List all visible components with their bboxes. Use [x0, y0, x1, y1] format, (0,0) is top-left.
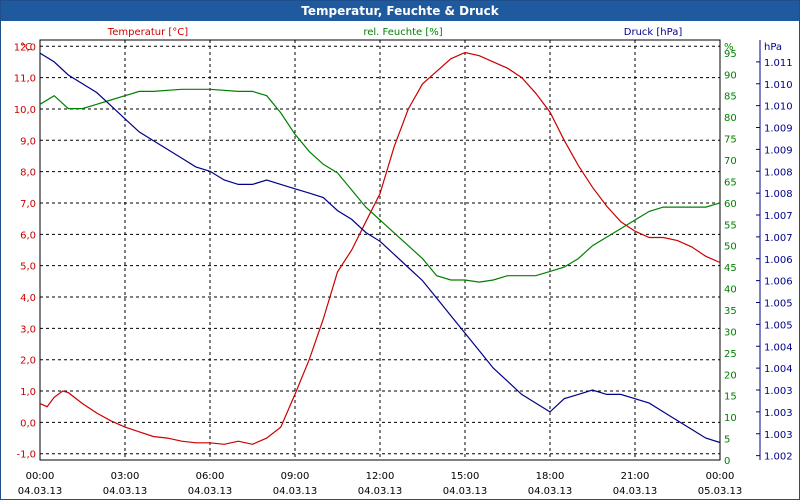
pressure-tick: 1.006 [764, 277, 793, 288]
humidity-legend: rel. Feuchte [%] [363, 27, 442, 38]
temperature-tick: 12,0 [14, 42, 36, 53]
pressure-unit-label: hPa [764, 42, 782, 53]
x-tick-date: 04.03.13 [443, 486, 488, 497]
temperature-tick: 8,0 [20, 168, 36, 179]
temperature-unit-label: °C [20, 42, 32, 53]
x-tick-time: 18:00 [536, 471, 565, 482]
pressure-tick: 1.006 [764, 255, 793, 266]
x-tick-time: 21:00 [621, 471, 650, 482]
pressure-tick: 1.007 [764, 211, 793, 222]
x-tick-date: 04.03.13 [528, 486, 573, 497]
temperature-tick: 3,0 [20, 324, 36, 335]
temperature-legend: Temperatur [°C] [107, 27, 188, 38]
humidity-tick: 20 [724, 370, 737, 381]
pressure-tick: 1.009 [764, 145, 793, 156]
temperature-tick: -1,0 [16, 450, 36, 461]
x-tick-time: 03:00 [111, 471, 140, 482]
humidity-series-line [39, 88, 721, 283]
pressure-legend: Druck [hPa] [624, 27, 683, 38]
x-tick-date: 04.03.13 [18, 486, 63, 497]
pressure-tick: 1.004 [764, 342, 793, 353]
temperature-tick: 1,0 [20, 387, 36, 398]
temperature-series-line [39, 51, 721, 445]
temperature-tick: 6,0 [20, 230, 36, 241]
x-tick-time: 06:00 [196, 471, 225, 482]
pressure-tick: 1.003 [764, 408, 793, 419]
humidity-unit-label: % [724, 42, 734, 53]
temperature-tick: 10,0 [14, 105, 36, 116]
humidity-tick: 75 [724, 135, 737, 146]
humidity-tick: 60 [724, 199, 737, 210]
x-tick-date: 04.03.13 [273, 486, 318, 497]
series-lines [39, 51, 721, 445]
humidity-tick: 35 [724, 306, 737, 317]
temperature-tick: 11,0 [14, 74, 36, 85]
x-tick-date: 04.03.13 [358, 486, 403, 497]
humidity-tick: 70 [724, 156, 737, 167]
pressure-tick: 1.003 [764, 430, 793, 441]
humidity-tick: 50 [724, 242, 737, 253]
humidity-tick: 85 [724, 92, 737, 103]
humidity-tick: 15 [724, 392, 737, 403]
pressure-tick: 1.008 [764, 167, 793, 178]
pressure-tick: 1.007 [764, 233, 793, 244]
humidity-tick: 55 [724, 220, 737, 231]
x-tick-time: 12:00 [366, 471, 395, 482]
humidity-tick: 5 [724, 435, 730, 446]
humidity-tick: 10 [724, 413, 737, 424]
pressure-tick: 1.009 [764, 124, 793, 135]
pressure-tick: 1.005 [764, 299, 793, 310]
humidity-tick: 30 [724, 327, 737, 338]
temperature-tick: 4,0 [20, 293, 36, 304]
window-title: Temperatur, Feuchte & Druck [1, 1, 799, 21]
x-tick-time: 15:00 [451, 471, 480, 482]
pressure-tick: 1.008 [764, 189, 793, 200]
x-tick-time: 00:00 [26, 471, 55, 482]
pressure-tick: 1.005 [764, 320, 793, 331]
humidity-tick: 0 [724, 456, 730, 467]
tick-labels: 00:00 04.03.13 03:00 04.03.13 06:00 04.03.13 0… [14, 42, 793, 497]
x-tick-date: 04.03.13 [188, 486, 233, 497]
pressure-tick: 1.002 [764, 452, 793, 463]
pressure-series-line [39, 52, 721, 444]
pressure-tick: 1.010 [764, 80, 793, 91]
temperature-tick: 9,0 [20, 136, 36, 147]
humidity-tick: 45 [724, 263, 737, 274]
pressure-tick: 1.011 [764, 58, 793, 69]
x-tick-date: 05.03.13 [698, 486, 743, 497]
temperature-tick: 2,0 [20, 356, 36, 367]
humidity-tick: 95 [724, 49, 737, 60]
pressure-tick: 1.004 [764, 364, 793, 375]
gridlines [39, 39, 761, 461]
humidity-tick: 25 [724, 349, 737, 360]
humidity-tick: 40 [724, 285, 737, 296]
x-tick-time: 09:00 [281, 471, 310, 482]
temperature-tick: 5,0 [20, 262, 36, 273]
pressure-tick: 1.003 [764, 386, 793, 397]
x-tick-time: 00:00 [706, 471, 735, 482]
humidity-tick: 90 [724, 70, 737, 81]
temperature-tick: 7,0 [20, 199, 36, 210]
humidity-tick: 65 [724, 177, 737, 188]
pressure-tick: 1.010 [764, 102, 793, 113]
temperature-tick: 0,0 [20, 418, 36, 429]
x-tick-date: 04.03.13 [103, 486, 148, 497]
humidity-tick: 80 [724, 113, 737, 124]
x-tick-date: 04.03.13 [613, 486, 658, 497]
